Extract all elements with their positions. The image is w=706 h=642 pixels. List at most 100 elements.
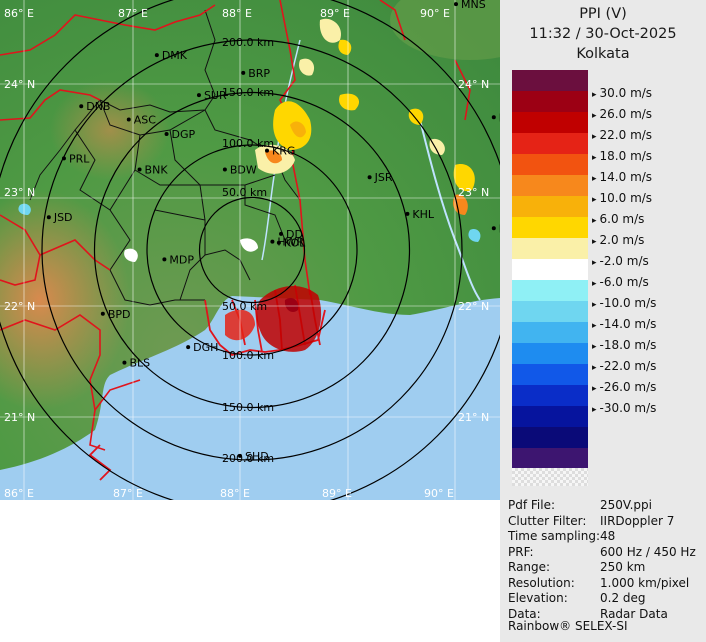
lat-label-23-right: 23° N — [458, 186, 489, 199]
city-dot — [164, 131, 169, 136]
info-value: 600 Hz / 450 Hz — [600, 544, 696, 559]
legend-swatch — [512, 217, 588, 238]
lon-label-88-top: 88° E — [222, 7, 252, 20]
city-dot — [46, 215, 51, 220]
legend-label: 26.0 m/s — [592, 107, 653, 121]
legend-label: 22.0 m/s — [592, 128, 653, 142]
legend-swatch — [512, 154, 588, 175]
info-value: 48 — [600, 529, 616, 543]
legend-swatch — [512, 385, 588, 406]
legend-swatch — [512, 259, 588, 280]
info-key: Elevation: — [508, 591, 568, 605]
city-label: DD — [286, 228, 303, 241]
legend-label: 30.0 m/s — [592, 86, 653, 100]
ring-label-200-north: 200.0 km — [222, 36, 274, 49]
ring-label-50-north: 50.0 km — [222, 186, 267, 199]
vendor-footer: Rainbow® SELEX-SI — [508, 619, 628, 633]
info-key: Clutter Filter: — [508, 513, 587, 528]
city-dot — [154, 53, 159, 58]
info-key: Resolution: — [508, 575, 575, 590]
info-value: 0.2 deg — [600, 591, 646, 605]
legend-swatch — [512, 364, 588, 385]
city-dot — [137, 167, 142, 172]
lon-label-86-top: 86° E — [4, 7, 34, 20]
city-dot — [265, 148, 269, 153]
legend-swatch — [512, 238, 588, 259]
city-label: HWR — [277, 236, 304, 249]
legend-swatch — [512, 322, 588, 343]
legend-label: 2.0 m/s — [592, 233, 645, 247]
legend-label: 6.0 m/s — [592, 212, 645, 226]
city-dot — [276, 240, 281, 245]
range-ring-100 — [146, 144, 358, 356]
lat-label-22-left: 22° N — [4, 300, 35, 313]
info-key: PRF: — [508, 544, 534, 559]
radar-echoes — [18, 18, 481, 352]
city-dot — [162, 257, 167, 262]
legend-label: -18.0 m/s — [592, 338, 657, 352]
highland-area — [0, 190, 130, 410]
city-dot — [405, 211, 410, 216]
city-dot — [126, 117, 131, 122]
city-dot — [61, 156, 66, 161]
city-label: MDP — [169, 253, 194, 266]
lon-label-86-bottom: 86° E — [4, 487, 34, 500]
ring-label-100-south: 100.0 km — [222, 349, 274, 362]
city-dot — [279, 231, 284, 236]
info-value: 250 km — [600, 560, 646, 574]
city-label: BRP — [248, 67, 270, 80]
city-dot — [367, 175, 372, 180]
color-legend — [512, 70, 588, 469]
bay-of-bengal — [0, 296, 500, 500]
legend-label: 10.0 m/s — [592, 191, 653, 205]
city-label: KHL — [412, 208, 434, 221]
legend-label: -2.0 m/s — [592, 254, 649, 268]
city-dot — [238, 453, 242, 458]
legend-swatch — [512, 406, 588, 427]
legend-swatch — [512, 175, 588, 196]
legend-label: -10.0 m/s — [592, 296, 657, 310]
city-label: PRL — [69, 152, 90, 165]
ring-label-150-north: 150.0 km — [222, 86, 274, 99]
city-dot — [222, 167, 227, 172]
legend-swatch — [512, 280, 588, 301]
lon-label-90-bottom: 90° E — [424, 487, 454, 500]
legend-label: -6.0 m/s — [592, 275, 649, 289]
city-dot — [100, 311, 105, 316]
legend-swatch — [512, 133, 588, 154]
product-title: PPI (V) — [579, 6, 627, 22]
lon-label-89-bottom: 89° E — [322, 487, 352, 500]
city-label: DNB — [86, 100, 110, 113]
city-dot — [454, 2, 458, 7]
lat-label-22-right: 22° N — [458, 300, 489, 313]
lat-label-24-left: 24° N — [4, 78, 35, 91]
city-dot — [491, 226, 496, 231]
legend-swatch — [512, 70, 588, 91]
lat-label-21-left: 21° N — [4, 411, 35, 424]
city-dot — [122, 360, 127, 365]
info-row: Pdf File: 250V.ppi — [508, 498, 704, 514]
legend-swatch — [512, 448, 588, 469]
legend-swatch — [512, 301, 588, 322]
legend-swatch — [512, 196, 588, 217]
city-label: KRG — [272, 145, 295, 158]
lat-label-24-right: 24° N — [458, 78, 489, 91]
info-key: Data: — [508, 606, 541, 621]
city-label: BLS — [129, 357, 150, 370]
legend-label: 18.0 m/s — [592, 149, 653, 163]
radar-map: 50.0 km 50.0 km 100.0 km 100.0 km 150.0 … — [0, 0, 550, 514]
city-label: DGH — [193, 341, 218, 354]
info-value: Radar Data — [600, 606, 668, 621]
city-dot — [186, 345, 191, 350]
legend-swatch — [512, 427, 588, 448]
lon-label-87-top: 87° E — [118, 7, 148, 20]
ring-label-150-south: 150.0 km — [222, 401, 274, 414]
radar-info: Pdf File: 250V.ppi Clutter Filter: IIRDoppl… — [508, 498, 704, 622]
lat-label-23-left: 23° N — [4, 186, 35, 199]
legend-swatch — [512, 112, 588, 133]
city-label: JSR — [374, 171, 393, 184]
city-dot — [79, 104, 84, 109]
ring-label-200-south: 200.0 km — [222, 452, 274, 465]
datetime-title: 11:32 / 30-Oct-2025 — [529, 26, 677, 42]
legend-label: 14.0 m/s — [592, 170, 653, 184]
